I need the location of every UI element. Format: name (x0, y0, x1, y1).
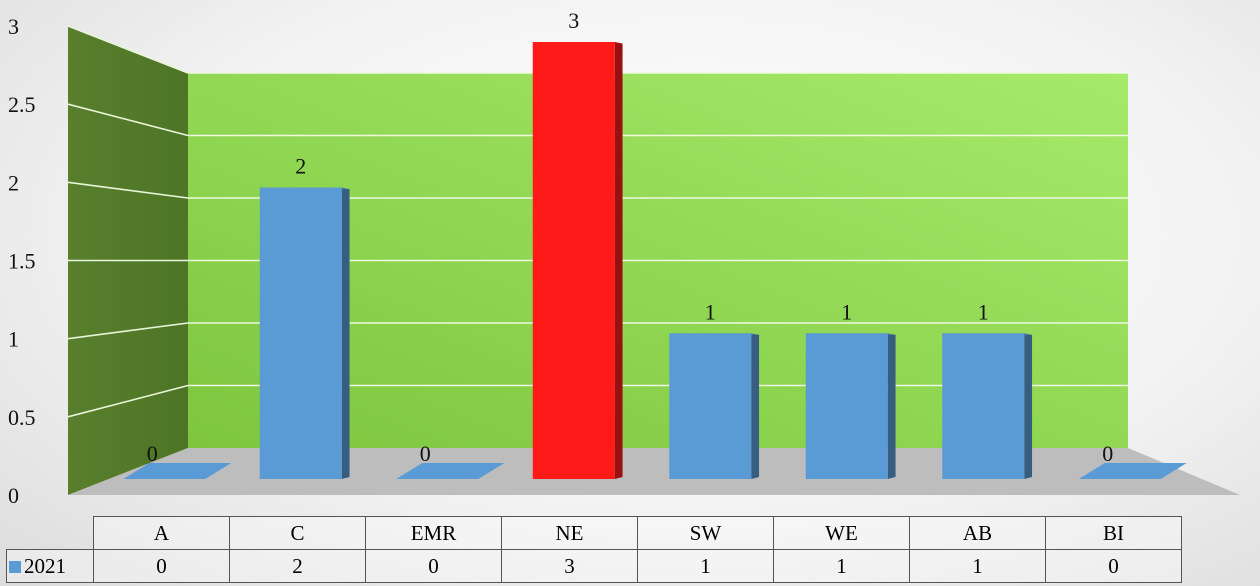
data-table-category: AB (909, 516, 1046, 550)
y-tick-label: 1 (8, 327, 19, 352)
data-table-category: A (93, 516, 230, 550)
bar-c (259, 187, 350, 479)
bar-zero (123, 463, 232, 479)
data-label: 1 (841, 299, 852, 324)
data-table-category: SW (637, 516, 774, 550)
bar-zero (396, 463, 505, 479)
bar-front (942, 333, 1025, 479)
data-table-value: 2 (229, 549, 366, 583)
y-tick-label: 2.5 (8, 92, 36, 117)
gridline-side (67, 384, 189, 418)
data-label: 0 (1102, 441, 1113, 466)
bar-chart: 0 0.5 1 1.5 2 2.5 3 0 2 0 3 1 1 1 0 (8, 8, 1240, 508)
legend-series-name: 2021 (24, 553, 66, 578)
data-label: 1 (978, 299, 989, 324)
data-table-value: 0 (1045, 549, 1182, 583)
data-label: 1 (705, 299, 716, 324)
data-table-category: EMR (365, 516, 502, 550)
bar-front (805, 333, 888, 479)
data-label: 2 (295, 154, 306, 179)
bar-zero (1078, 463, 1187, 479)
bar-side (887, 333, 896, 479)
bar-front (532, 42, 615, 479)
gridline-side (67, 103, 189, 137)
gridline-side (67, 181, 189, 199)
y-tick-label: 1.5 (8, 249, 36, 274)
bar-emr (396, 463, 505, 479)
bar-ne (532, 42, 623, 479)
bar-side (614, 42, 623, 479)
data-table-category: BI (1045, 516, 1182, 550)
data-table-category: C (229, 516, 366, 550)
data-label: 0 (420, 441, 431, 466)
bar-side (1024, 333, 1033, 479)
bar-bi (1078, 463, 1187, 479)
gridline-side (67, 322, 189, 340)
data-table-value: 3 (501, 549, 638, 583)
bar-side (751, 333, 760, 479)
bar-side (341, 187, 350, 479)
data-table-value: 1 (773, 549, 910, 583)
bar-ab (942, 333, 1033, 479)
data-table-category: NE (501, 516, 638, 550)
data-table-header-row: A C EMR NE SW WE AB BI (6, 516, 1182, 550)
bar-sw (669, 333, 760, 479)
y-tick-label: 0 (8, 483, 19, 508)
data-table-category: WE (773, 516, 910, 550)
data-table: A C EMR NE SW WE AB BI 2021 0 2 0 3 1 1 … (6, 516, 1182, 583)
gridline-side (67, 25, 189, 74)
data-label: 0 (147, 441, 158, 466)
legend-swatch (9, 560, 21, 573)
y-tick-label: 2 (8, 170, 19, 195)
bar-a (123, 463, 232, 479)
bar-front (669, 333, 752, 479)
data-table-value: 0 (93, 549, 230, 583)
y-tick-label: 3 (8, 14, 19, 39)
floor (68, 448, 1240, 495)
data-table-series-row: 2021 0 2 0 3 1 1 1 0 (6, 549, 1182, 583)
y-tick-label: 0.5 (8, 405, 36, 430)
bar-we (805, 333, 896, 479)
legend-entry: 2021 (6, 549, 94, 583)
data-table-value: 1 (637, 549, 774, 583)
data-label: 3 (568, 8, 579, 33)
data-table-value: 0 (365, 549, 502, 583)
bar-front (259, 187, 342, 479)
data-table-corner (6, 516, 94, 550)
data-table-value: 1 (909, 549, 1046, 583)
